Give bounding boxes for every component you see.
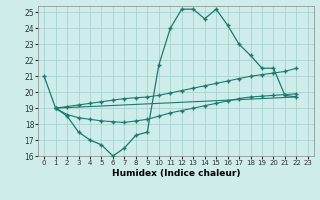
X-axis label: Humidex (Indice chaleur): Humidex (Indice chaleur) [112,169,240,178]
